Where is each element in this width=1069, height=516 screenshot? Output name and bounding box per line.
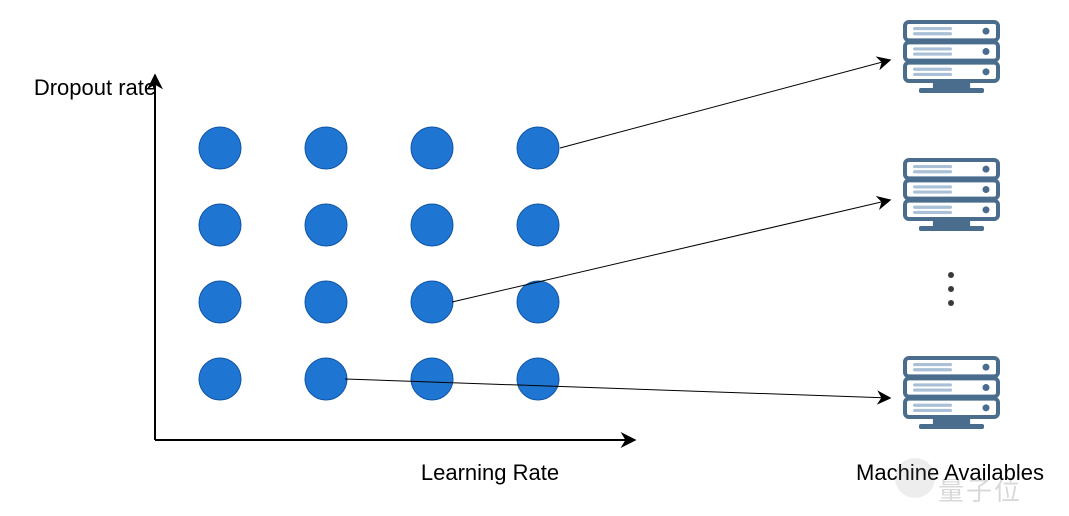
- grid-point: [517, 281, 559, 323]
- grid-point: [199, 281, 241, 323]
- grid-point: [517, 127, 559, 169]
- grid-point: [411, 281, 453, 323]
- grid-point: [199, 204, 241, 246]
- grid-point: [199, 127, 241, 169]
- grid-point: [199, 358, 241, 400]
- x-axis-label: Learning Rate: [421, 460, 559, 485]
- grid-point: [305, 204, 347, 246]
- server-icon: [905, 358, 998, 429]
- machines-group: Machine Availables: [856, 22, 1044, 485]
- grid-point: [305, 358, 347, 400]
- grid-point: [411, 358, 453, 400]
- grid-point: [517, 358, 559, 400]
- hyperparameter-grid: [199, 127, 559, 400]
- y-axis-label: Dropout rate: [34, 75, 156, 100]
- server-icon: [905, 22, 998, 93]
- watermark-disc-icon: [895, 458, 935, 498]
- server-icon: [905, 160, 998, 231]
- watermark-text: 量子位: [938, 476, 1022, 506]
- grid-point: [517, 204, 559, 246]
- ellipsis-dot: [948, 300, 954, 306]
- grid-point: [411, 204, 453, 246]
- connector-arrow: [452, 200, 890, 302]
- grid-point: [305, 281, 347, 323]
- connector-arrow: [560, 60, 890, 148]
- ellipsis-dot: [948, 272, 954, 278]
- grid-point: [305, 127, 347, 169]
- ellipsis-dot: [948, 286, 954, 292]
- grid-point: [411, 127, 453, 169]
